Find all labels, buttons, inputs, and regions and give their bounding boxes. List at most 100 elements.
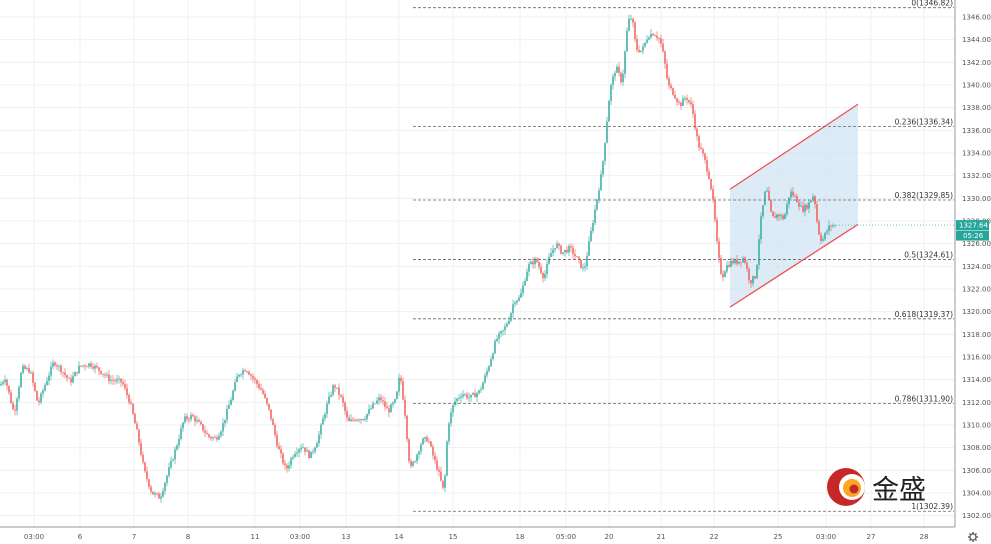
candle-body — [420, 444, 422, 452]
x-tick-label: 8 — [186, 533, 190, 541]
candle-body — [666, 63, 668, 79]
x-tick-label: 25 — [774, 533, 783, 541]
candle-body — [530, 261, 532, 265]
candle-body — [586, 255, 588, 267]
candle-body — [182, 422, 184, 429]
channel-fill — [730, 104, 858, 308]
candle-body — [244, 370, 246, 372]
candle-body — [526, 271, 528, 281]
candle-body — [716, 219, 718, 242]
x-tick-label: 15 — [449, 533, 458, 541]
candle-body — [120, 378, 122, 383]
y-tick-label: 1306.00 — [962, 467, 991, 475]
candle-body — [536, 258, 538, 263]
candle-body — [498, 333, 500, 339]
candle-body — [314, 447, 316, 452]
candle-body — [594, 209, 596, 224]
candle-body — [434, 455, 436, 461]
y-tick-label: 1330.00 — [962, 195, 991, 203]
candle-body — [652, 33, 654, 36]
candle-body — [236, 376, 238, 383]
candle-body — [702, 149, 704, 154]
candle-body — [400, 377, 402, 382]
current-price-label: 1327.64 — [959, 222, 988, 230]
candle-body — [48, 375, 50, 381]
x-tick-label: 21 — [657, 533, 666, 541]
candle-body — [334, 385, 336, 388]
candle-body — [642, 46, 644, 51]
candle-body — [96, 365, 98, 368]
candle-body — [362, 419, 364, 421]
candle-body — [760, 216, 762, 240]
candle-body — [218, 435, 220, 440]
candle-body — [326, 403, 328, 414]
y-tick-label: 1318.00 — [962, 331, 991, 339]
candle-body — [304, 447, 306, 452]
candle-body — [744, 257, 746, 263]
candle-body — [670, 85, 672, 89]
candle-body — [88, 363, 90, 367]
x-tick-label: 11 — [251, 533, 260, 541]
candle-body — [248, 371, 250, 375]
logo-emblem — [827, 468, 865, 506]
candle-body — [510, 313, 512, 321]
candle-body — [832, 225, 834, 227]
candle-body — [752, 276, 754, 284]
candle-body — [216, 437, 218, 440]
candle-body — [118, 378, 120, 380]
candle-body — [358, 419, 360, 421]
candle-body — [128, 395, 130, 403]
candle-body — [390, 404, 392, 413]
candle-body — [750, 280, 752, 284]
candle-body — [518, 297, 520, 301]
candle-body — [360, 419, 362, 421]
candle-body — [500, 331, 502, 334]
candle-body — [288, 465, 290, 469]
candle-body — [8, 385, 10, 393]
candle-body — [238, 374, 240, 377]
y-tick-label: 1304.00 — [962, 490, 991, 498]
candle-body — [338, 387, 340, 396]
candle-body — [52, 362, 54, 367]
y-tick-label: 1338.00 — [962, 104, 991, 112]
candle-body — [462, 394, 464, 397]
candle-body — [278, 446, 280, 450]
y-tick-label: 1346.00 — [962, 14, 991, 22]
candle-body — [674, 94, 676, 99]
candle-body — [810, 200, 812, 203]
candle-body — [174, 449, 176, 460]
candle-body — [758, 239, 760, 265]
candle-body — [296, 452, 298, 454]
channel-lower-line — [729, 223, 859, 308]
candle-body — [352, 419, 354, 421]
candle-body — [668, 78, 670, 86]
candle-body — [448, 423, 450, 442]
candle-body — [816, 204, 818, 222]
candle-body — [28, 368, 30, 373]
candle-body — [812, 196, 814, 201]
candle-body — [322, 418, 324, 425]
candle-body — [748, 268, 750, 281]
candle-body — [696, 128, 698, 137]
candle-body — [798, 202, 800, 207]
candle-body — [540, 266, 542, 273]
candle-body — [282, 453, 284, 464]
candle-body — [328, 396, 330, 404]
candle-body — [260, 388, 262, 390]
candle-body — [466, 394, 468, 398]
fib-level-label: 0.382(1329.85) — [895, 191, 953, 200]
candle-body — [148, 479, 150, 487]
logo-text: 金盛 — [872, 475, 926, 506]
candle-body — [426, 437, 428, 442]
candle-body — [568, 246, 570, 253]
candle-body — [724, 271, 726, 278]
candle-body — [456, 398, 458, 402]
candle-body — [194, 416, 196, 422]
candle-body — [522, 285, 524, 294]
candle-body — [460, 396, 462, 398]
candle-body — [202, 424, 204, 431]
settings-gear-icon[interactable] — [968, 532, 978, 542]
candle-body — [50, 366, 52, 376]
candle-body — [132, 403, 134, 415]
candle-body — [292, 456, 294, 459]
